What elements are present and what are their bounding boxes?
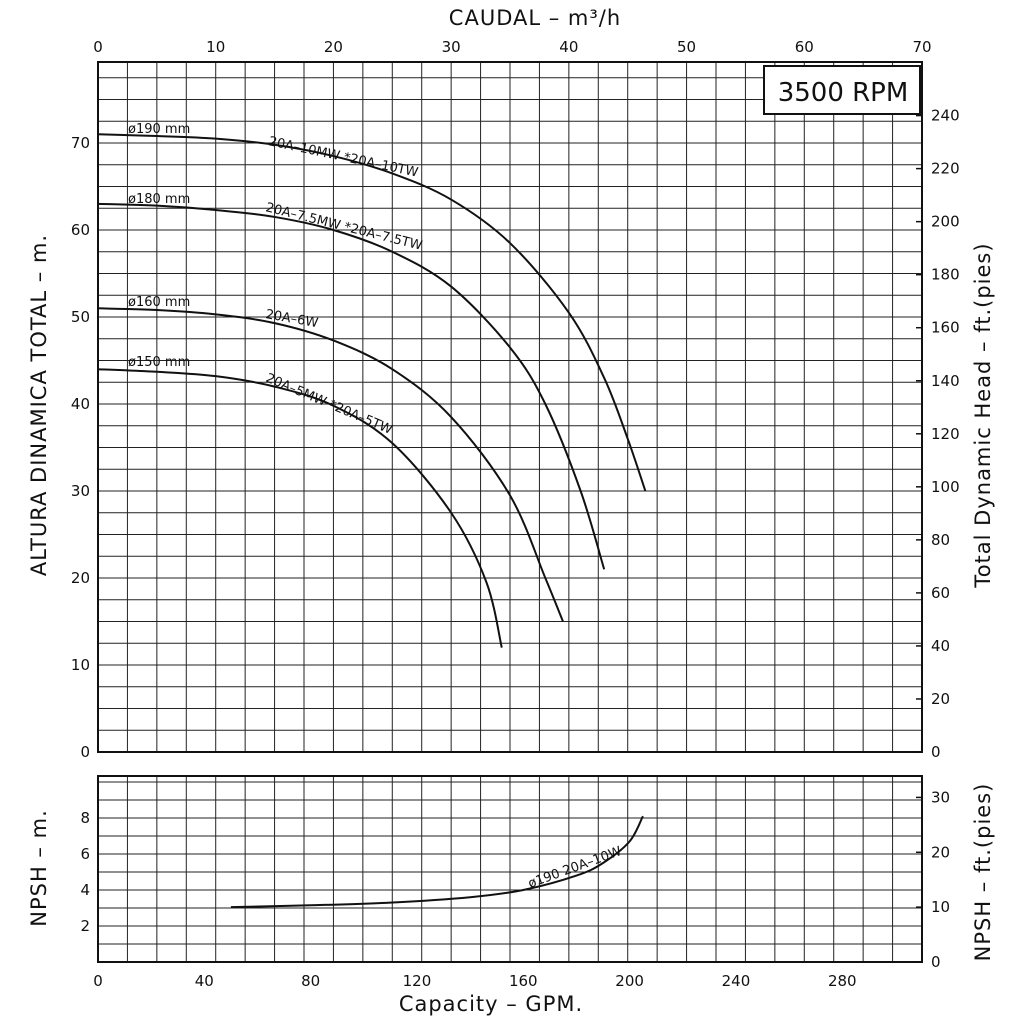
head-curve-1 bbox=[97, 202, 606, 570]
model-label: 20A–10MW *20A–10TW bbox=[267, 134, 419, 180]
right-axis-title: Total Dynamic Head – ft.(pies) bbox=[971, 242, 995, 588]
head-curve-2 bbox=[97, 307, 564, 622]
rpm-label: 3500 RPM bbox=[778, 78, 909, 108]
top-axis-title: CAUDAL – m³/h bbox=[449, 6, 621, 30]
bottom-axis-tick-label: 280 bbox=[828, 972, 857, 990]
right-axis-tick-label: 140 bbox=[931, 372, 960, 390]
npsh-left-tick-label: 4 bbox=[80, 881, 90, 899]
head-curve-3 bbox=[97, 368, 503, 648]
npsh-curve-0 bbox=[230, 815, 644, 909]
npsh-left-tick-label: 8 bbox=[80, 809, 90, 827]
bottom-axis-tick-label: 0 bbox=[93, 972, 103, 990]
right-axis-tick-label: 80 bbox=[931, 531, 950, 549]
head-panel-frame bbox=[97, 61, 923, 753]
diameter-label: ø160 mm bbox=[128, 295, 190, 310]
right-axis-tick-label: 0 bbox=[931, 743, 941, 761]
npsh-right-tick-label: 30 bbox=[931, 788, 950, 806]
right-axis-tick-label: 20 bbox=[931, 690, 950, 708]
bottom-axis-title: Capacity – GPM. bbox=[399, 992, 583, 1016]
npsh-left-tick-label: 6 bbox=[80, 845, 90, 863]
npsh-panel-frame bbox=[97, 775, 923, 963]
bottom-axis-tick-label: 40 bbox=[195, 972, 214, 990]
left-axis-tick-label: 10 bbox=[71, 656, 90, 674]
right-axis-tick-label: 200 bbox=[931, 213, 960, 231]
top-axis-tick-label: 20 bbox=[324, 38, 343, 56]
left-axis-tick-label: 40 bbox=[71, 395, 90, 413]
left-axis-tick-label: 70 bbox=[71, 134, 90, 152]
bottom-axis-tick-label: 120 bbox=[403, 972, 432, 990]
npsh-right-tick-label: 10 bbox=[931, 898, 950, 916]
left-axis-tick-label: 0 bbox=[80, 743, 90, 761]
diameter-label: ø180 mm bbox=[128, 192, 190, 207]
top-axis-tick-label: 0 bbox=[93, 38, 103, 56]
npsh-right-axis-title: NPSH – ft.(pies) bbox=[971, 783, 995, 962]
right-axis-tick-label: 120 bbox=[931, 425, 960, 443]
right-axis-tick-label: 240 bbox=[931, 107, 960, 125]
right-axis-tick-label: 220 bbox=[931, 160, 960, 178]
left-axis-tick-label: 20 bbox=[71, 569, 90, 587]
top-axis-tick-label: 10 bbox=[206, 38, 225, 56]
diameter-label: ø190 mm bbox=[128, 122, 190, 137]
npsh-curve-label: ø190 20A–10W bbox=[526, 844, 624, 892]
right-axis-tick-label: 100 bbox=[931, 478, 960, 496]
bottom-axis-tick-label: 200 bbox=[615, 972, 644, 990]
bottom-axis-tick-label: 80 bbox=[301, 972, 320, 990]
rpm-box bbox=[763, 65, 921, 115]
top-axis-tick-label: 30 bbox=[442, 38, 461, 56]
top-axis-tick-label: 70 bbox=[912, 38, 931, 56]
npsh-right-tick-label: 20 bbox=[931, 843, 950, 861]
left-axis-tick-label: 30 bbox=[71, 482, 90, 500]
head-curve-0 bbox=[97, 133, 647, 492]
right-axis-tick-label: 160 bbox=[931, 319, 960, 337]
right-axis-tick-label: 60 bbox=[931, 584, 950, 602]
npsh-left-tick-label: 2 bbox=[80, 917, 90, 935]
top-axis-tick-label: 50 bbox=[677, 38, 696, 56]
right-axis-tick-label: 180 bbox=[931, 266, 960, 284]
left-axis-title: ALTURA DINAMICA TOTAL – m. bbox=[27, 234, 51, 576]
left-axis-tick-label: 60 bbox=[71, 221, 90, 239]
right-axis-tick-label: 40 bbox=[931, 637, 950, 655]
left-axis-tick-label: 50 bbox=[71, 308, 90, 326]
npsh-right-tick-label: 0 bbox=[931, 953, 941, 971]
bottom-axis-tick-label: 240 bbox=[722, 972, 751, 990]
top-axis-tick-label: 60 bbox=[795, 38, 814, 56]
npsh-left-axis-title: NPSH – m. bbox=[27, 809, 51, 926]
top-axis-tick-label: 40 bbox=[559, 38, 578, 56]
bottom-axis-tick-label: 160 bbox=[509, 972, 538, 990]
diameter-label: ø150 mm bbox=[128, 355, 190, 370]
